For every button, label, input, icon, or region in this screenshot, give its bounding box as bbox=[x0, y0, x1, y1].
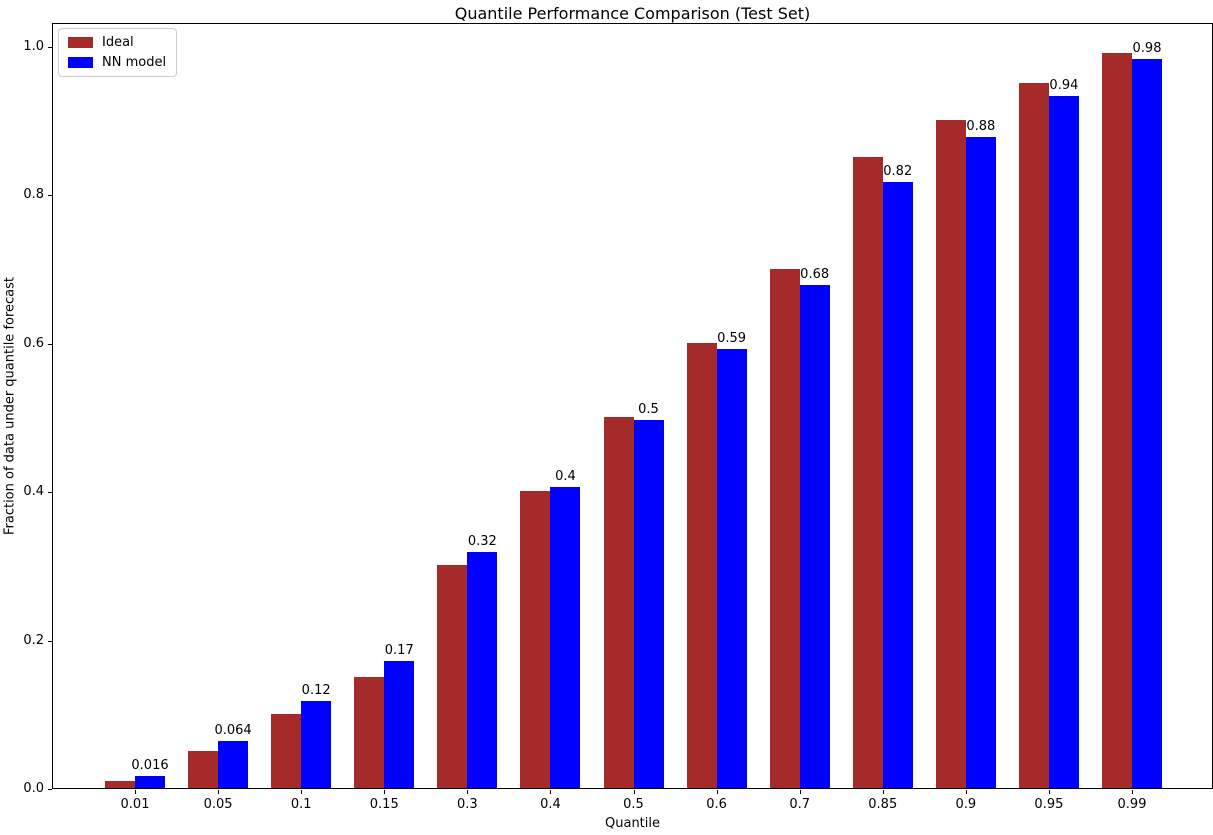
ideal-bar bbox=[769, 269, 800, 788]
bar-value-label: 0.98 bbox=[1132, 41, 1162, 56]
ideal-bar bbox=[437, 565, 468, 788]
x-tick-mark bbox=[633, 790, 635, 794]
ideal-bar bbox=[852, 157, 883, 788]
x-tick-label: 0.6 bbox=[706, 797, 727, 812]
ideal-bar bbox=[354, 677, 385, 788]
ideal-bar bbox=[603, 417, 634, 788]
x-tick-label: 0.15 bbox=[369, 797, 399, 812]
x-tick-label: 0.4 bbox=[540, 797, 561, 812]
ideal-bar bbox=[1102, 53, 1132, 788]
x-tick-mark bbox=[550, 790, 552, 794]
nn-model-bar bbox=[799, 285, 830, 788]
x-tick-label: 0.3 bbox=[456, 797, 478, 812]
bar-value-label: 0.064 bbox=[214, 723, 252, 738]
nn-model-bar bbox=[1132, 59, 1162, 788]
x-tick-label: 0.95 bbox=[1034, 797, 1064, 812]
nn-model-bar bbox=[1048, 96, 1079, 788]
ideal-bar bbox=[188, 751, 219, 788]
y-tick-label: 0.4 bbox=[23, 484, 44, 500]
x-tick-label: 0.99 bbox=[1117, 797, 1147, 812]
y-tick-label: 0.2 bbox=[23, 632, 44, 648]
ideal-bar bbox=[105, 781, 135, 788]
x-tick-label: 0.9 bbox=[955, 797, 977, 812]
x-tick-mark bbox=[135, 790, 136, 794]
legend-label: Ideal bbox=[102, 35, 134, 50]
x-tick-label: 0.1 bbox=[290, 797, 312, 812]
bar-value-label: 0.17 bbox=[384, 643, 414, 658]
ideal-bar bbox=[520, 491, 551, 788]
nn-model-bar bbox=[882, 182, 913, 788]
nn-model-bar bbox=[550, 487, 581, 788]
ideal-bar bbox=[271, 714, 302, 788]
nn-model-bar bbox=[965, 137, 996, 788]
y-tick-mark bbox=[48, 343, 52, 345]
bar-value-label: 0.94 bbox=[1049, 78, 1079, 93]
x-tick-label: 0.5 bbox=[623, 797, 644, 812]
legend: Ideal NN model bbox=[58, 28, 178, 77]
x-tick-mark bbox=[882, 790, 884, 794]
ideal-bar bbox=[686, 343, 717, 788]
y-tick-mark bbox=[48, 789, 52, 790]
x-tick-mark bbox=[1132, 790, 1133, 794]
bar-value-label: 0.5 bbox=[638, 402, 659, 417]
bar-value-label: 0.016 bbox=[131, 758, 169, 773]
bar-value-label: 0.12 bbox=[301, 683, 331, 698]
x-tick-label: 0.05 bbox=[203, 797, 233, 812]
x-tick-mark bbox=[384, 790, 386, 794]
nn-model-bar bbox=[135, 776, 165, 788]
bar-value-label: 0.82 bbox=[883, 164, 913, 179]
nn-model-bar bbox=[633, 420, 664, 788]
x-axis-label: Quantile bbox=[605, 816, 660, 831]
x-tick-mark bbox=[716, 790, 718, 794]
nn-model-bar bbox=[301, 701, 332, 788]
x-tick-mark bbox=[301, 790, 303, 794]
x-tick-mark bbox=[1048, 790, 1050, 794]
plot-area: 0.016 0.064 0.12 0.17 0.32 0.4 0.5 0.59 0.68 0.82… bbox=[52, 23, 1213, 789]
bar-value-label: 0.4 bbox=[555, 469, 576, 484]
nn-model-bar bbox=[384, 661, 415, 788]
x-tick-mark bbox=[965, 790, 967, 794]
nn-model-bar bbox=[218, 741, 249, 788]
legend-item-nn-model: NN model bbox=[68, 56, 166, 69]
nn-model-bar bbox=[467, 552, 498, 788]
ideal-bar bbox=[935, 120, 966, 788]
legend-swatch-nn-model bbox=[68, 57, 93, 68]
bar-value-label: 0.88 bbox=[966, 119, 996, 134]
y-tick-mark bbox=[48, 47, 52, 48]
ideal-bar bbox=[1018, 83, 1049, 788]
x-tick-mark bbox=[799, 790, 801, 794]
legend-item-ideal: Ideal bbox=[68, 36, 166, 49]
nn-model-bar bbox=[716, 349, 747, 788]
chart-title: Quantile Performance Comparison (Test Se… bbox=[454, 4, 811, 23]
y-tick-label: 0.6 bbox=[23, 335, 44, 351]
x-tick-label: 0.01 bbox=[120, 797, 150, 812]
y-tick-mark bbox=[48, 492, 52, 494]
bar-value-label: 0.32 bbox=[467, 534, 497, 549]
x-tick-label: 0.7 bbox=[789, 797, 810, 812]
x-tick-label: 0.85 bbox=[868, 797, 898, 812]
bar-value-label: 0.59 bbox=[717, 331, 747, 346]
bar-value-label: 0.68 bbox=[800, 267, 830, 282]
x-tick-mark bbox=[218, 790, 220, 794]
x-tick-mark bbox=[467, 790, 469, 794]
y-tick-mark bbox=[48, 195, 52, 197]
legend-swatch-ideal bbox=[68, 37, 93, 48]
y-tick-label: 0.0 bbox=[23, 781, 44, 796]
y-tick-mark bbox=[48, 640, 52, 642]
legend-label: NN model bbox=[102, 55, 167, 70]
y-tick-label: 1.0 bbox=[23, 39, 44, 54]
y-tick-label: 0.8 bbox=[23, 187, 44, 203]
